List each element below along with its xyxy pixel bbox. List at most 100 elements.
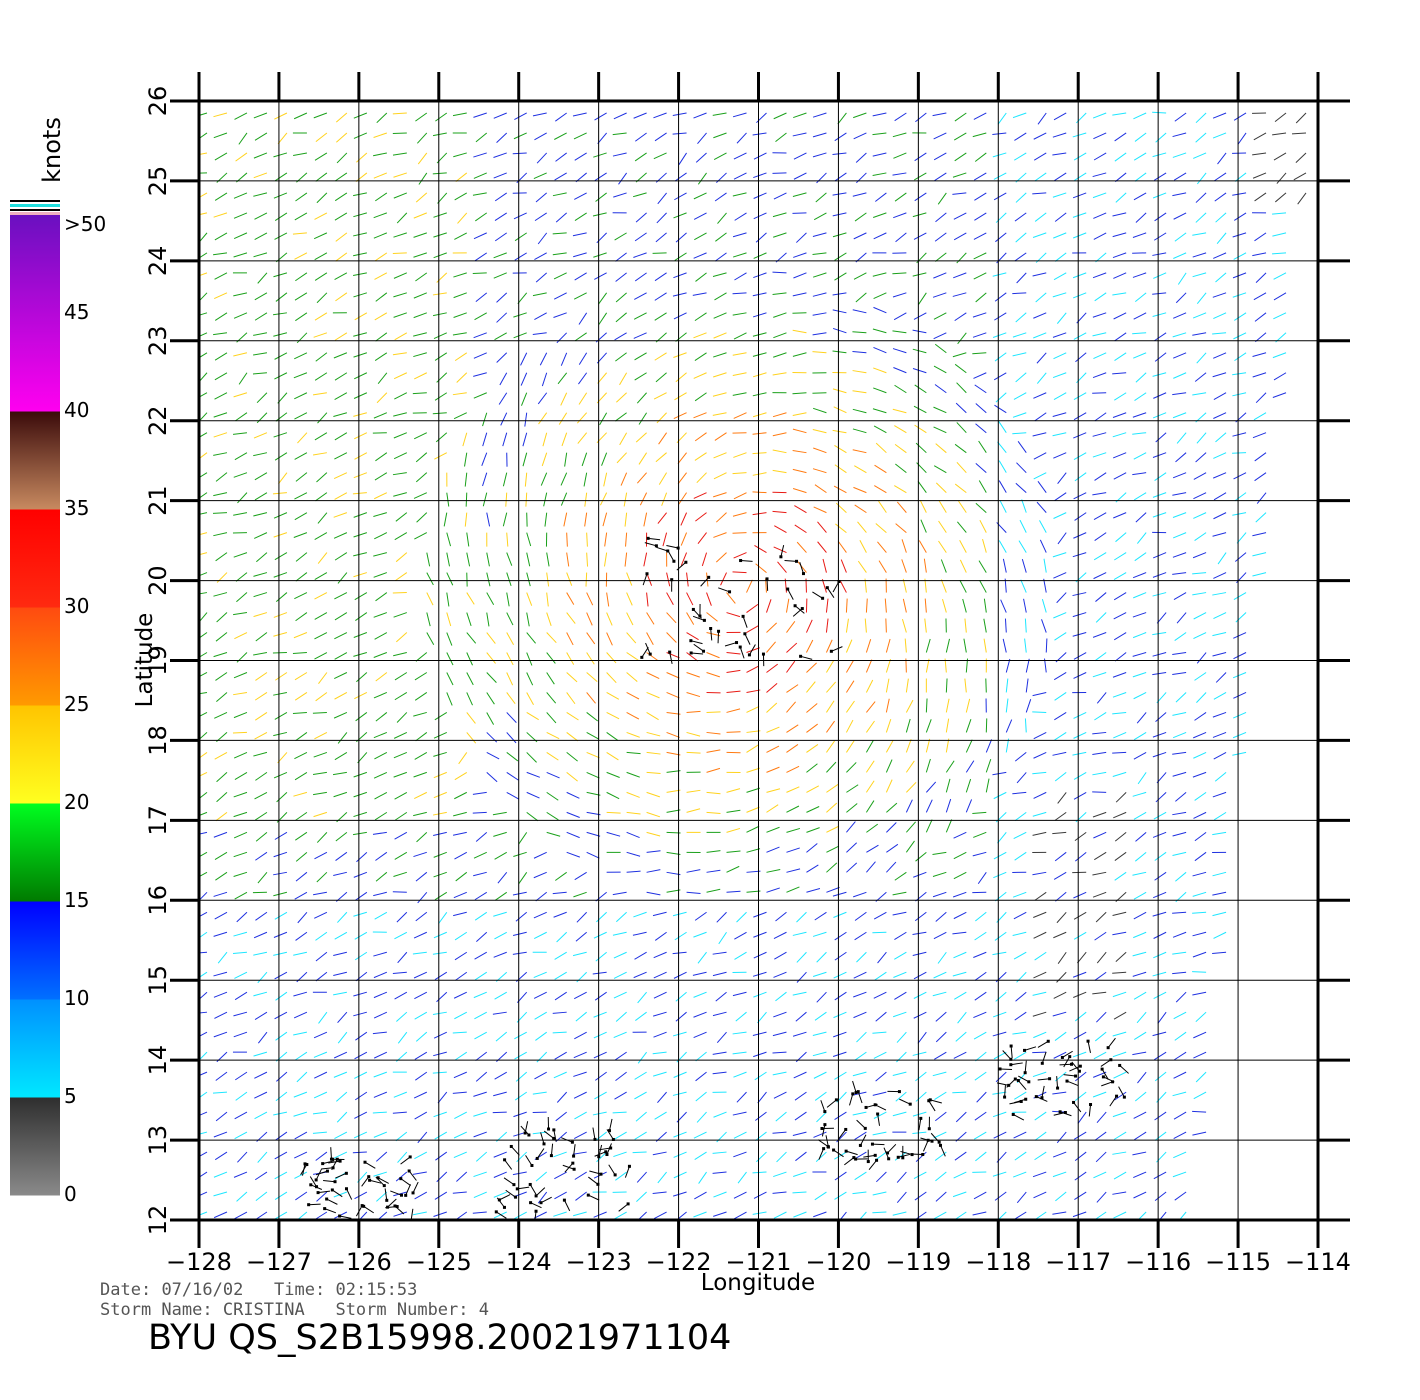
wind-vector bbox=[813, 212, 827, 221]
rain-flag-marker bbox=[709, 627, 713, 631]
wind-vector bbox=[493, 911, 507, 917]
wind-vector bbox=[856, 951, 867, 963]
rain-flag-marker bbox=[844, 1127, 848, 1131]
wind-vector bbox=[915, 1071, 927, 1082]
wind-vector bbox=[353, 192, 367, 197]
wind-vector bbox=[433, 851, 447, 858]
storm-name-label: Storm Name: bbox=[100, 1300, 213, 1320]
wind-vector bbox=[794, 505, 807, 514]
rain-flag-marker bbox=[844, 1149, 848, 1153]
wind-vector bbox=[215, 672, 228, 681]
rain-flag-marker bbox=[367, 1175, 371, 1179]
wind-vector bbox=[646, 632, 654, 646]
wind-vector bbox=[1054, 772, 1067, 782]
wind-vector bbox=[1132, 432, 1147, 435]
wind-vector bbox=[853, 991, 867, 998]
wind-vector bbox=[954, 443, 967, 454]
wind-vector bbox=[638, 412, 648, 425]
wind-vector bbox=[885, 698, 890, 713]
wind-vector bbox=[514, 1031, 527, 1040]
wind-vector bbox=[395, 552, 408, 563]
wind-vector bbox=[213, 212, 228, 218]
wind-vector bbox=[694, 452, 707, 461]
wind-vector bbox=[464, 452, 468, 467]
wind-vector bbox=[215, 552, 228, 562]
wind-vector bbox=[1012, 432, 1027, 435]
wind-vector bbox=[475, 831, 488, 842]
wind-vector bbox=[616, 392, 627, 403]
wind-vector bbox=[576, 412, 588, 424]
wind-vector bbox=[1137, 772, 1147, 785]
wind-vector bbox=[392, 352, 407, 356]
wind-vector bbox=[797, 561, 807, 573]
wind-vector bbox=[1004, 618, 1007, 633]
wind-vector bbox=[335, 112, 348, 123]
wind-vector bbox=[233, 1171, 248, 1178]
wind-vector bbox=[1137, 1071, 1147, 1084]
wind-vector bbox=[812, 332, 827, 336]
wind-vector bbox=[295, 272, 308, 282]
rain-flag-marker bbox=[654, 544, 658, 548]
rain-flag-marker bbox=[666, 549, 670, 553]
wind-vector bbox=[675, 372, 687, 383]
wind-vector bbox=[812, 931, 827, 937]
wind-vector bbox=[892, 330, 907, 334]
wind-vector bbox=[1194, 532, 1207, 541]
wind-vector bbox=[1093, 552, 1107, 561]
wind-vector bbox=[395, 1131, 408, 1142]
wind-vector bbox=[720, 572, 727, 586]
wind-vector bbox=[566, 831, 580, 839]
wind-vector bbox=[626, 751, 641, 755]
wind-vector bbox=[1041, 598, 1047, 613]
wind-vector bbox=[712, 951, 727, 955]
wind-vector bbox=[806, 703, 818, 713]
wind-vector bbox=[294, 1151, 308, 1159]
wind-vector bbox=[955, 402, 967, 414]
wind-vector bbox=[792, 329, 807, 334]
wind-vector bbox=[493, 1191, 507, 1198]
wind-vector bbox=[875, 523, 887, 533]
wind-vector bbox=[213, 452, 228, 456]
wind-vector bbox=[316, 292, 328, 304]
wind-vector bbox=[833, 485, 847, 494]
wind-vector bbox=[1013, 951, 1027, 960]
wind-vector bbox=[1114, 172, 1127, 183]
wind-vector bbox=[546, 811, 559, 821]
rain-flagged-vector bbox=[1118, 1086, 1125, 1098]
wind-vector bbox=[686, 632, 699, 641]
rain-flagged-vector bbox=[1100, 1059, 1112, 1067]
wind-vector bbox=[294, 672, 308, 681]
wind-vector bbox=[1152, 192, 1167, 199]
wind-vector bbox=[518, 832, 528, 845]
wind-vector bbox=[792, 428, 807, 434]
wind-vector bbox=[354, 452, 368, 460]
wind-vector bbox=[845, 660, 854, 673]
wind-vector bbox=[792, 1131, 807, 1136]
wind-vector bbox=[1005, 678, 1009, 693]
wind-vector bbox=[732, 512, 747, 517]
rain-flagged-vector bbox=[1107, 1037, 1116, 1048]
wind-vector bbox=[1172, 472, 1187, 479]
wind-vector bbox=[452, 112, 467, 117]
wind-vector bbox=[835, 523, 847, 534]
wind-vector bbox=[512, 891, 527, 896]
colorbar-tick-label: 40 bbox=[64, 398, 89, 422]
wind-vector bbox=[736, 911, 747, 923]
wind-vector bbox=[873, 387, 887, 394]
wind-vector bbox=[554, 132, 567, 140]
wind-vector bbox=[775, 911, 787, 922]
wind-vector bbox=[714, 192, 727, 202]
rain-flagged-vector bbox=[857, 1091, 863, 1104]
rain-flagged-vector bbox=[331, 1159, 338, 1171]
wind-vector bbox=[654, 931, 667, 941]
wind-vector bbox=[294, 1171, 308, 1179]
wind-vector bbox=[813, 1131, 827, 1138]
wind-vector bbox=[1196, 292, 1207, 305]
wind-vector bbox=[619, 432, 628, 446]
wind-vector bbox=[552, 252, 567, 256]
rain-flagged-vector bbox=[608, 1118, 613, 1131]
wind-vector bbox=[865, 598, 868, 613]
wind-vector bbox=[376, 392, 388, 404]
wind-vector bbox=[356, 152, 368, 163]
wind-vector bbox=[1034, 891, 1047, 901]
